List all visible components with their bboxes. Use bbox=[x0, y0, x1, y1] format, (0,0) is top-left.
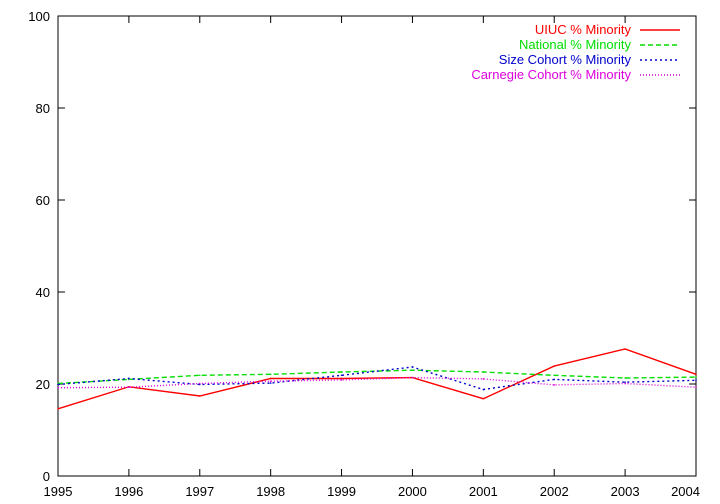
legend-label: National % Minority bbox=[519, 37, 631, 52]
x-tick-label: 1998 bbox=[256, 484, 285, 499]
x-tick-label: 2000 bbox=[398, 484, 427, 499]
x-tick-label: 2004 bbox=[671, 484, 700, 499]
data-point bbox=[695, 386, 697, 389]
data-point bbox=[553, 384, 556, 386]
data-point bbox=[269, 382, 272, 384]
y-axis: 0 20 40 60 80 100 bbox=[28, 9, 696, 484]
series-line-2 bbox=[57, 366, 697, 391]
y-tick-label: 40 bbox=[36, 285, 50, 300]
data-point bbox=[411, 366, 414, 368]
x-axis: 1995 1996 1997 1998 1999 2000 2001 2002 2003 2004 bbox=[44, 16, 700, 499]
data-point bbox=[553, 374, 556, 377]
data-point bbox=[482, 371, 485, 373]
legend-label: Carnegie Cohort % Minority bbox=[471, 67, 631, 82]
data-point bbox=[269, 380, 272, 383]
x-tick-label: 2002 bbox=[540, 484, 569, 499]
data-point bbox=[340, 371, 343, 373]
data-point bbox=[482, 397, 485, 400]
data-point bbox=[624, 382, 626, 385]
series-line-1 bbox=[57, 369, 697, 385]
x-tick-label: 1995 bbox=[44, 484, 73, 499]
data-point bbox=[57, 408, 59, 410]
plot-frame bbox=[57, 15, 697, 477]
data-point bbox=[128, 386, 130, 389]
data-point bbox=[411, 369, 414, 372]
data-point bbox=[340, 374, 343, 377]
x-tick-label: 1997 bbox=[185, 484, 214, 499]
data-point bbox=[553, 365, 556, 367]
data-point bbox=[57, 383, 59, 386]
data-point bbox=[198, 374, 201, 377]
data-point bbox=[482, 388, 485, 391]
y-tick-label: 0 bbox=[43, 469, 50, 484]
legend-label: Size Cohort % Minority bbox=[499, 52, 632, 67]
x-tick-label: 2003 bbox=[611, 484, 640, 499]
x-tick-label: 1999 bbox=[327, 484, 356, 499]
x-tick-label: 1996 bbox=[114, 484, 143, 499]
data-point bbox=[411, 376, 414, 379]
data-point bbox=[553, 378, 556, 381]
data-point bbox=[695, 379, 697, 382]
data-point bbox=[57, 386, 59, 389]
data-point bbox=[695, 373, 697, 376]
data-point bbox=[269, 377, 272, 380]
data-point bbox=[340, 379, 343, 381]
data-point bbox=[198, 395, 201, 397]
data-point bbox=[482, 378, 485, 380]
data-point bbox=[340, 377, 343, 380]
data-point bbox=[198, 382, 201, 385]
y-tick-label: 60 bbox=[36, 193, 50, 208]
data-point bbox=[128, 377, 130, 380]
x-tick-label: 2001 bbox=[469, 484, 498, 499]
y-tick-label: 80 bbox=[36, 101, 50, 116]
data-point bbox=[624, 381, 626, 383]
data-point bbox=[624, 377, 626, 379]
y-tick-label: 100 bbox=[28, 9, 50, 24]
y-tick-label: 20 bbox=[36, 377, 50, 392]
series-group bbox=[57, 348, 697, 410]
legend-label: UIUC % Minority bbox=[535, 22, 632, 37]
series-line-3 bbox=[57, 376, 697, 389]
data-point bbox=[269, 373, 272, 376]
data-point bbox=[695, 376, 697, 378]
data-point bbox=[624, 348, 626, 350]
series-line-0 bbox=[57, 348, 697, 410]
